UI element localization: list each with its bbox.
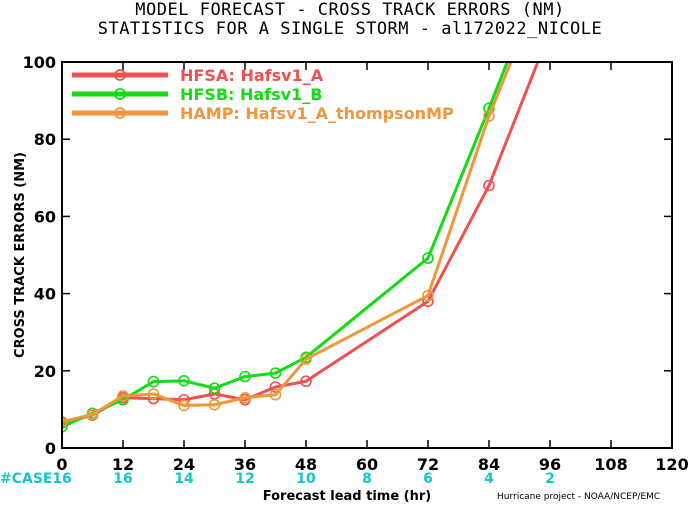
y-tick-label: 80 [34, 130, 56, 149]
y-tick-label: 60 [34, 207, 56, 226]
x-tick-label: 108 [594, 455, 627, 474]
x-tick-label: 48 [295, 455, 317, 474]
series-point [178, 375, 190, 387]
series-point [147, 375, 160, 388]
series-point [300, 375, 312, 388]
y-tick-label: 40 [34, 285, 56, 304]
legend-label-1: HFSB: Hafsv1_B [180, 85, 322, 104]
x-tick-label: 60 [356, 455, 378, 474]
legend-label-2: HAMP: Hafsv1_A_thompsonMP [180, 104, 454, 123]
series-point [300, 353, 312, 366]
case-count: 6 [423, 471, 433, 487]
series-point [62, 415, 68, 428]
chart-title-line1: MODEL FORECAST - CROSS TRACK ERRORS (NM) [135, 0, 565, 20]
x-axis-title: Forecast lead time (hr) [263, 489, 431, 504]
series-point [483, 110, 495, 122]
series-point [422, 252, 434, 264]
series-point [239, 370, 251, 383]
legend-marker-0 [114, 69, 126, 81]
legend-label-0: HFSA: Hafsv1_A [180, 66, 324, 85]
series-point [269, 367, 282, 379]
series-line-2 [62, 62, 513, 424]
series-point [86, 408, 99, 421]
series-point [422, 289, 434, 302]
series-point [62, 420, 68, 433]
footer-credit: Hurricane project - NOAA/NCEP/EMC [497, 492, 661, 502]
case-count: 4 [484, 471, 494, 487]
series-point [239, 392, 251, 404]
case-count: 14 [174, 471, 194, 487]
chart-title-line2: STATISTICS FOR A SINGLE STORM - al172022… [97, 19, 603, 39]
y-axis-title: CROSS TRACK ERRORS (NM) [13, 152, 28, 358]
case-count: 8 [362, 471, 372, 487]
x-tick-label: 84 [478, 455, 500, 474]
series-point [208, 382, 221, 394]
x-tick-label: 12 [112, 455, 134, 474]
series-point [483, 179, 495, 192]
case-count: 16 [113, 471, 132, 487]
x-tick-label: 96 [539, 455, 561, 474]
series-point [208, 398, 221, 411]
case-count: 10 [296, 471, 316, 487]
x-tick-label: 24 [173, 455, 195, 474]
series-point [147, 388, 160, 400]
case-count: 12 [235, 471, 254, 487]
legend-marker-1 [114, 88, 126, 100]
x-tick-label: 72 [417, 455, 439, 474]
y-tick-label: 100 [23, 53, 56, 72]
y-tick-label: 20 [34, 362, 56, 381]
series-point [178, 399, 190, 412]
x-tick-label: 120 [655, 455, 688, 474]
case-label: #CASE [0, 471, 53, 487]
series-point [117, 390, 129, 402]
case-count: 16 [52, 471, 71, 487]
x-tick-label: 0 [56, 455, 67, 474]
y-tick-label: 0 [45, 439, 56, 458]
x-tick-label: 36 [234, 455, 256, 474]
case-count: 2 [545, 471, 555, 487]
legend-marker-2 [114, 107, 126, 119]
series-point [269, 388, 282, 401]
